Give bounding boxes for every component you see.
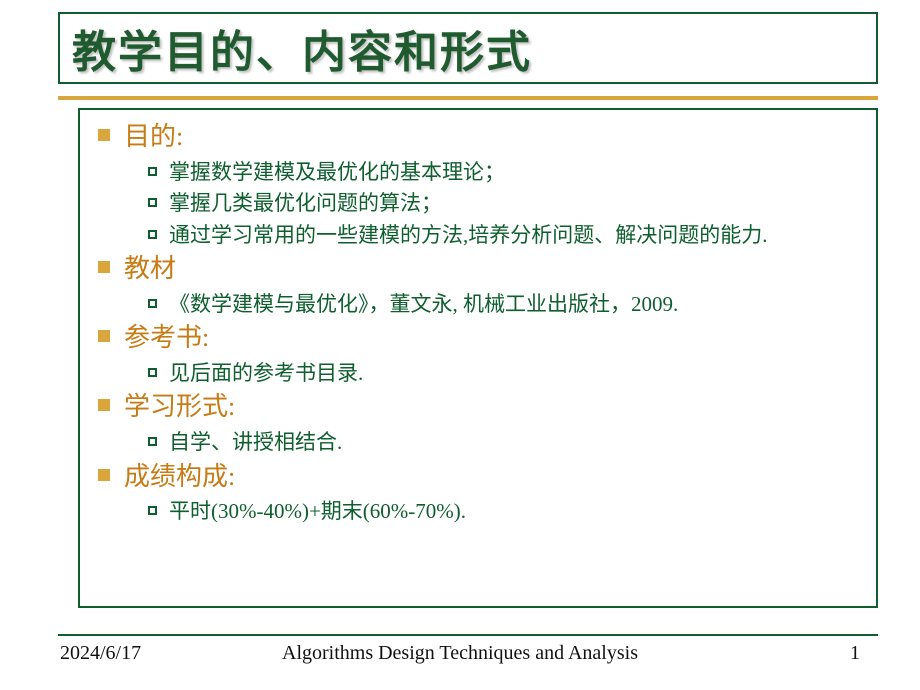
hollow-square-icon bbox=[148, 167, 157, 176]
title-box: 教学目的、内容和形式 bbox=[58, 12, 878, 84]
hollow-square-icon bbox=[148, 198, 157, 207]
section-heading-objective: 目的: bbox=[98, 120, 862, 154]
square-bullet-icon bbox=[98, 261, 110, 273]
hollow-square-icon bbox=[148, 506, 157, 515]
list-item: 自学、讲授相结合. bbox=[148, 428, 862, 457]
content-box: 目的: 掌握数学建模及最优化的基本理论； 掌握几类最优化问题的算法； 通过学习常… bbox=[78, 108, 878, 608]
item-text: 见后面的参考书目录. bbox=[169, 359, 363, 388]
item-text: 平时(30%-40%)+期末(60%-70%). bbox=[169, 497, 466, 526]
heading-label: 教材 bbox=[124, 252, 176, 286]
list-item: 掌握几类最优化问题的算法； bbox=[148, 189, 862, 218]
square-bullet-icon bbox=[98, 330, 110, 342]
heading-label: 成绩构成: bbox=[124, 460, 235, 494]
slide-title: 教学目的、内容和形式 bbox=[72, 16, 532, 80]
square-bullet-icon bbox=[98, 399, 110, 411]
section-heading-format: 学习形式: bbox=[98, 390, 862, 424]
hollow-square-icon bbox=[148, 368, 157, 377]
slide: 教学目的、内容和形式 目的: 掌握数学建模及最优化的基本理论； 掌握几类最优化问… bbox=[0, 0, 920, 690]
list-item: 通过学习常用的一些建模的方法,培养分析问题、解决问题的能力. bbox=[148, 221, 862, 250]
heading-label: 参考书: bbox=[124, 321, 209, 355]
list-item: 见后面的参考书目录. bbox=[148, 359, 862, 388]
heading-label: 目的: bbox=[124, 120, 183, 154]
list-item: 平时(30%-40%)+期末(60%-70%). bbox=[148, 497, 862, 526]
item-text: 自学、讲授相结合. bbox=[169, 428, 342, 457]
square-bullet-icon bbox=[98, 129, 110, 141]
heading-label: 学习形式: bbox=[124, 390, 235, 424]
item-text: 掌握几类最优化问题的算法； bbox=[169, 189, 442, 218]
footer-divider bbox=[58, 634, 878, 636]
footer-title: Algorithms Design Techniques and Analysi… bbox=[0, 642, 920, 665]
list-item: 掌握数学建模及最优化的基本理论； bbox=[148, 158, 862, 187]
footer: 2024/6/17 Algorithms Design Techniques a… bbox=[0, 642, 920, 672]
list-item: 《数学建模与最优化》，董文永, 机械工业出版社，2009. bbox=[148, 290, 862, 319]
section-heading-references: 参考书: bbox=[98, 321, 862, 355]
item-text: 通过学习常用的一些建模的方法,培养分析问题、解决问题的能力. bbox=[169, 221, 768, 250]
section-heading-grading: 成绩构成: bbox=[98, 460, 862, 494]
hollow-square-icon bbox=[148, 437, 157, 446]
section-heading-textbook: 教材 bbox=[98, 252, 862, 286]
hollow-square-icon bbox=[148, 230, 157, 239]
page-number: 1 bbox=[850, 642, 860, 665]
title-underline bbox=[58, 96, 878, 100]
item-text: 掌握数学建模及最优化的基本理论； bbox=[169, 158, 505, 187]
hollow-square-icon bbox=[148, 299, 157, 308]
item-text: 《数学建模与最优化》，董文永, 机械工业出版社，2009. bbox=[169, 290, 678, 319]
square-bullet-icon bbox=[98, 469, 110, 481]
